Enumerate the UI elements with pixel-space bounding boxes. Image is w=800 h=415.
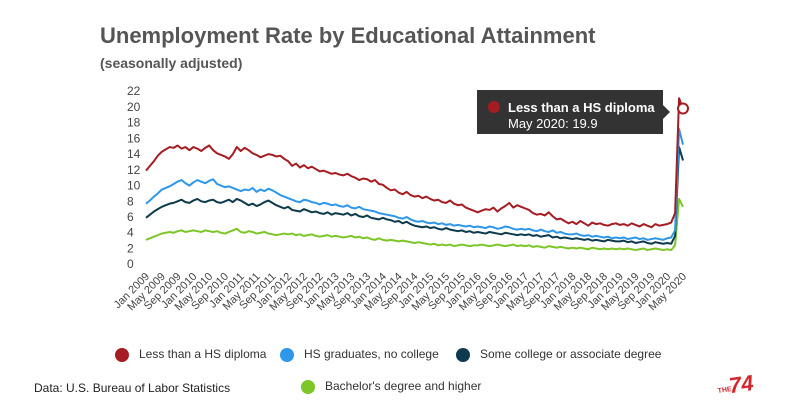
- series-line: [145, 197, 684, 252]
- y-tick-label: 18: [127, 116, 141, 130]
- legend-swatch: [456, 348, 470, 362]
- series-line: [145, 127, 684, 241]
- series-line: [145, 146, 684, 245]
- tooltip-value: May 2020: 19.9: [508, 116, 598, 131]
- legend-swatch: [280, 348, 294, 362]
- legend-label: HS graduates, no college: [304, 347, 439, 361]
- legend-label: Less than a HS diploma: [139, 347, 267, 361]
- tooltip-swatch: [488, 101, 500, 113]
- tooltip-box: [477, 90, 663, 134]
- y-tick-label: 4: [127, 226, 134, 240]
- logo-prefix: THE: [717, 386, 732, 395]
- legend-swatch: [115, 348, 129, 362]
- y-tick-label: 10: [127, 179, 141, 193]
- tooltip-separator: :: [565, 116, 572, 131]
- y-tick-label: 8: [127, 194, 134, 208]
- y-tick-label: 16: [127, 131, 141, 145]
- y-tick-label: 6: [127, 210, 134, 224]
- y-tick-label: 20: [127, 100, 141, 114]
- series-line: [145, 97, 684, 229]
- legend-label: Some college or associate degree: [480, 347, 662, 361]
- logo: THE 74: [717, 370, 755, 398]
- highlight-point: [677, 102, 689, 115]
- tooltip-arrow: [663, 105, 670, 119]
- y-tick-label: 22: [127, 84, 141, 98]
- y-tick-label: 0: [127, 257, 134, 271]
- y-tick-label: 2: [127, 241, 134, 255]
- legend-swatch: [301, 380, 315, 394]
- tooltip-number: 19.9: [572, 116, 597, 131]
- source: Data: U.S. Bureau of Labor Statistics: [34, 381, 230, 395]
- logo-name: 74: [727, 370, 755, 398]
- y-tick-label: 12: [127, 163, 141, 177]
- tooltip: Less than a HS diploma May 2020: 19.9: [477, 90, 670, 134]
- legend-label: Bachelor's degree and higher: [325, 379, 481, 393]
- chart-title: Unemployment Rate by Educational Attainm…: [100, 23, 596, 48]
- y-tick-label: 14: [127, 147, 141, 161]
- chart-subtitle: (seasonally adjusted): [100, 55, 242, 71]
- tooltip-category: May 2020: [508, 116, 565, 131]
- tooltip-series: Less than a HS diploma: [508, 100, 655, 115]
